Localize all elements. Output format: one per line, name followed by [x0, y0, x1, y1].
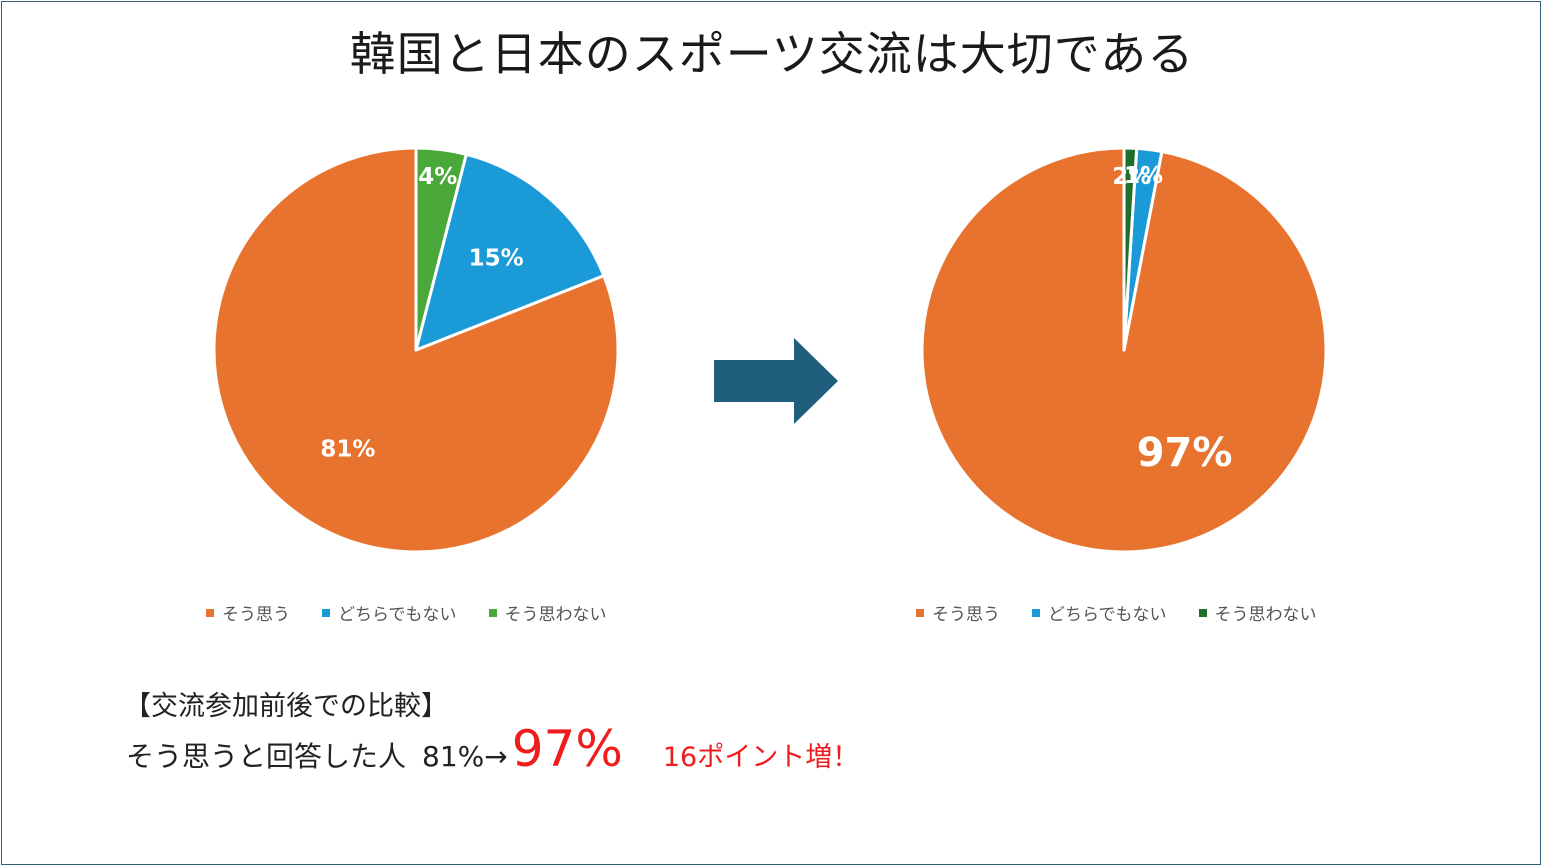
pie-label-disagree: 4%: [418, 164, 457, 190]
legend-swatch: [322, 608, 330, 617]
comparison-heading: 【交流参加前後での比較】: [124, 691, 448, 722]
page-title: 韓国と日本のスポーツ交流は大切である: [349, 27, 1195, 81]
legend-label: そう思わない: [504, 605, 607, 625]
pie-label-neutral: 2%: [1112, 164, 1151, 190]
legend-before: そう思う どちらでもない そう思わない: [206, 600, 607, 625]
comparison-line: そう思うと回答した人 81% → 97% 16ポイント増！: [126, 720, 859, 790]
legend-label: そう思わない: [1214, 605, 1317, 625]
legend-label: どちらでもない: [338, 605, 457, 625]
legend-swatch: [206, 608, 214, 617]
comparison-gain: 16ポイント増！: [662, 742, 860, 773]
pie-chart-after: 97% 2%1%: [920, 146, 1328, 554]
pie-label-neutral: 15%: [469, 246, 524, 272]
legend-label: そう思う: [932, 605, 1000, 625]
legend-item-agree: そう思う: [206, 600, 290, 625]
legend-swatch: [1032, 608, 1040, 617]
legend-item-neutral: どちらでもない: [1032, 600, 1167, 625]
right-arrow-icon: [714, 338, 838, 424]
legend-item-disagree: そう思わない: [488, 600, 607, 625]
pie-slice-disagree: [414, 146, 468, 352]
pie-slice-neutral: [414, 152, 606, 352]
legend-item-neutral: どちらでもない: [322, 600, 457, 625]
legend-label: どちらでもない: [1048, 605, 1167, 625]
legend-item-agree: そう思う: [916, 600, 1000, 625]
pie-label-agree: 97%: [1137, 430, 1233, 476]
comparison-lead: そう思うと回答した人: [126, 740, 407, 773]
legend-label: そう思う: [222, 605, 290, 625]
comparison-before-value: 81%: [422, 740, 485, 773]
pie-label-disagree: 1%: [1124, 163, 1163, 189]
legend-swatch: [916, 608, 924, 617]
pie-slice-disagree: [1122, 146, 1139, 352]
pie-chart-before: 81% 15% 4%: [212, 146, 620, 554]
legend-swatch: [488, 608, 497, 617]
legend-item-disagree: そう思わない: [1198, 600, 1317, 625]
comparison-arrow: →: [484, 740, 508, 773]
legend-after: そう思う どちらでもない そう思わない: [916, 600, 1317, 625]
legend-swatch: [1198, 608, 1207, 617]
comparison-after-value: 97%: [511, 720, 623, 778]
pie-label-agree: 81%: [320, 437, 375, 463]
